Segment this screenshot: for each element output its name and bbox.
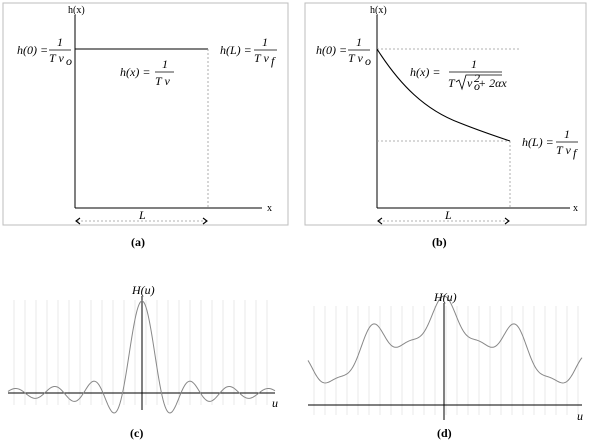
panel-b-y-label: h(x) [370, 5, 387, 16]
panel-b-span-left-arrow [377, 217, 383, 225]
panel-a-span-label: L [138, 208, 146, 222]
panel-b-hx-den-T: T [448, 76, 456, 90]
panel-d-x-label: u [577, 409, 583, 423]
panel-b-decay-curve [376, 48, 511, 142]
panel-b-h0-den: T v [348, 51, 363, 65]
panel-b: h(x) x L h(0) = 1 T v o h(x) = 1 T v 2 o… [304, 2, 587, 249]
panel-a-hx-den: T v [155, 74, 170, 88]
panel-d-grid [313, 306, 579, 415]
panel-d-y-label: H(u) [433, 290, 457, 304]
panel-b-hL-lhs: h(L) = [522, 135, 554, 149]
panel-d-caption: (d) [437, 426, 452, 440]
panel-a-x-label: x [267, 203, 272, 214]
panel-b-hL-den: T v [556, 143, 571, 157]
panel-c-sinc-curve [7, 300, 276, 414]
panel-b-span-right-arrow [504, 217, 510, 225]
panel-b-x-label: x [573, 203, 578, 214]
panel-d: H(u) u (d) [307, 290, 583, 440]
panel-b-frame [304, 2, 587, 226]
panel-d-spectrum-curve [307, 295, 583, 384]
panel-a-hx-num: 1 [162, 57, 168, 71]
panel-b-hx-sqrt [455, 74, 502, 91]
panel-c: H(u) u (c) [7, 283, 278, 440]
panel-a-span-right-arrow [202, 217, 208, 225]
panel-a-hL-lhs: h(L) = [220, 43, 252, 57]
panel-a-h0-num: 1 [57, 35, 63, 49]
panel-b-hx-num: 1 [471, 57, 477, 71]
panel-b-h0-num: 1 [356, 35, 362, 49]
panel-b-hx-den-sub: o [474, 79, 480, 93]
panel-a-caption: (a) [131, 235, 145, 249]
panel-a-y-label: h(x) [68, 5, 85, 16]
panel-c-caption: (c) [130, 426, 143, 440]
panel-b-h0-lhs: h(0) = [316, 43, 347, 57]
panel-b-span-label: L [444, 208, 452, 222]
panel-b-hx-lhs: h(x) = [410, 65, 440, 79]
panel-a-hL-den: T v [254, 51, 269, 65]
panel-c-y-label: H(u) [131, 283, 155, 297]
panel-a-hL-sub: f [271, 54, 276, 68]
panel-c-grid [13, 300, 268, 405]
panel-b-h0-sub: o [365, 54, 371, 68]
panel-a-h0-den: T v [49, 51, 64, 65]
panel-a-h0-lhs: h(0) = [17, 43, 48, 57]
panel-b-hL-sub: f [573, 146, 578, 160]
panel-b-hL-num: 1 [564, 127, 570, 141]
panel-a-hx-lhs: h(x) = [120, 65, 150, 79]
panel-a-h0-sub: o [66, 54, 72, 68]
panel-c-x-label: u [272, 396, 278, 410]
panel-a-span-left-arrow [75, 217, 81, 225]
panel-b-caption: (b) [432, 235, 447, 249]
panel-a-hL-num: 1 [262, 35, 268, 49]
panel-a: h(x) x L h(0) = 1 T v o h(x) = 1 T v h(L… [2, 2, 289, 249]
panel-b-hx-den-sup: 2 [474, 71, 480, 85]
panel-b-hx-den-v: v [467, 76, 473, 90]
panel-a-frame [2, 2, 289, 226]
panel-b-hx-den-rest: + 2αx [478, 76, 507, 90]
